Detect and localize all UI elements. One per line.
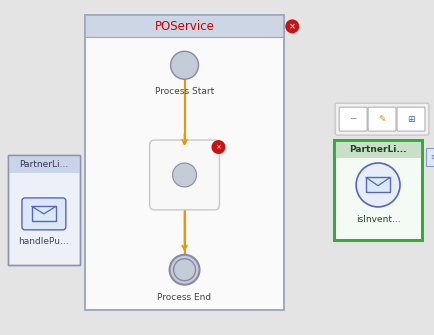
- FancyBboxPatch shape: [85, 15, 284, 310]
- FancyBboxPatch shape: [32, 206, 56, 221]
- Text: Process End: Process End: [157, 293, 211, 302]
- Text: ×: ×: [288, 22, 295, 31]
- Text: ✎: ✎: [378, 115, 385, 124]
- Text: Process Start: Process Start: [155, 87, 214, 96]
- Circle shape: [172, 163, 196, 187]
- FancyBboxPatch shape: [396, 107, 424, 131]
- FancyBboxPatch shape: [339, 107, 366, 131]
- FancyBboxPatch shape: [333, 140, 421, 240]
- Text: handlePu...: handlePu...: [19, 237, 69, 246]
- Text: isInvent...: isInvent...: [355, 215, 399, 224]
- Text: PartnerLi...: PartnerLi...: [19, 159, 69, 169]
- FancyBboxPatch shape: [365, 178, 389, 192]
- FancyBboxPatch shape: [425, 148, 434, 166]
- Circle shape: [355, 163, 399, 207]
- Circle shape: [285, 19, 299, 34]
- FancyBboxPatch shape: [334, 103, 428, 135]
- FancyBboxPatch shape: [8, 155, 79, 173]
- FancyBboxPatch shape: [85, 15, 284, 37]
- Text: POService: POService: [154, 20, 214, 33]
- Text: ×: ×: [215, 144, 221, 150]
- Circle shape: [211, 140, 225, 154]
- Circle shape: [170, 51, 198, 79]
- Text: ⊞: ⊞: [406, 115, 414, 124]
- FancyBboxPatch shape: [367, 107, 395, 131]
- Text: ─: ─: [350, 115, 355, 124]
- FancyBboxPatch shape: [8, 155, 79, 265]
- Circle shape: [169, 255, 199, 285]
- Text: ≡: ≡: [429, 154, 434, 160]
- FancyBboxPatch shape: [333, 140, 421, 158]
- FancyBboxPatch shape: [149, 140, 219, 210]
- FancyBboxPatch shape: [22, 198, 66, 230]
- Text: PartnerLi...: PartnerLi...: [349, 144, 406, 153]
